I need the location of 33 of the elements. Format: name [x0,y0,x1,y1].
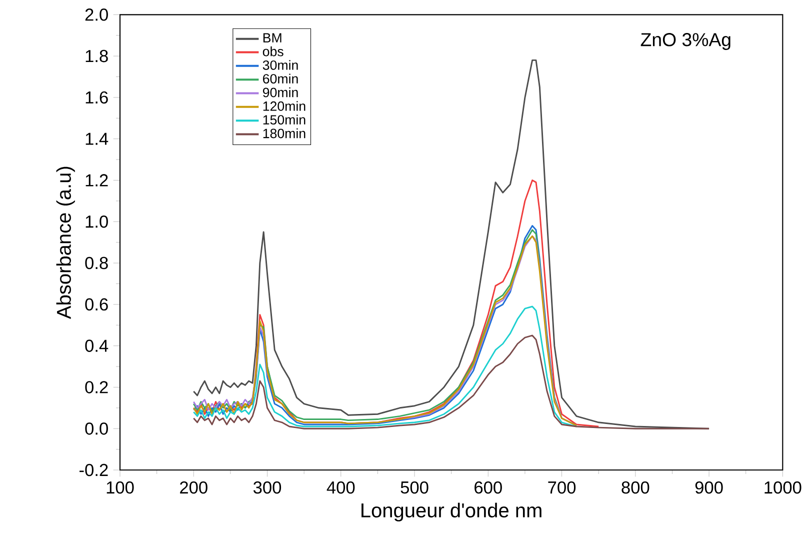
y-tick-label: -0.2 [80,464,108,476]
y-tick-label: 0.4 [85,340,108,352]
legend-label: 120min [263,101,306,111]
x-tick-label: 500 [400,481,428,494]
y-tick-label: 1.8 [86,50,108,62]
y-tick-label: 1.0 [86,215,108,228]
legend-label: 60min [263,74,298,84]
x-tick-label: 700 [548,481,576,494]
x-tick-label: 600 [474,481,502,494]
legend-label: BM [263,33,282,42]
legend-label: 30min [262,60,298,70]
legend-label: 90min [262,87,298,98]
y-tick-label: 0.8 [85,256,108,270]
y-tick-label: 2.0 [85,8,108,21]
x-tick-label: 100 [106,481,134,494]
x-tick-label: 900 [695,481,723,494]
x-axis-title: Longueur d'onde nm [362,502,542,522]
x-tick-label: 400 [326,481,355,494]
y-tick-label: 0.2 [85,381,108,394]
y-tick-label: 1.2 [86,174,108,186]
y-tick-label: 0.6 [85,298,108,311]
y-tick-label: 1.6 [86,91,108,104]
x-tick-label: 800 [622,481,650,494]
x-tick-label: 200 [180,481,208,494]
y-axis-title: Absorbance (a.u) [56,166,75,319]
y-tick-label: 1.4 [86,132,108,145]
legend-label: 180min [263,128,306,138]
legend-label: 150min [263,114,306,125]
x-tick-label: 300 [253,481,282,494]
legend-label: obs [262,46,284,56]
x-tick-label: 1000 [764,481,802,494]
y-tick-label: 0.0 [85,422,108,435]
annotation: ZnO 3%Ag [640,33,730,50]
